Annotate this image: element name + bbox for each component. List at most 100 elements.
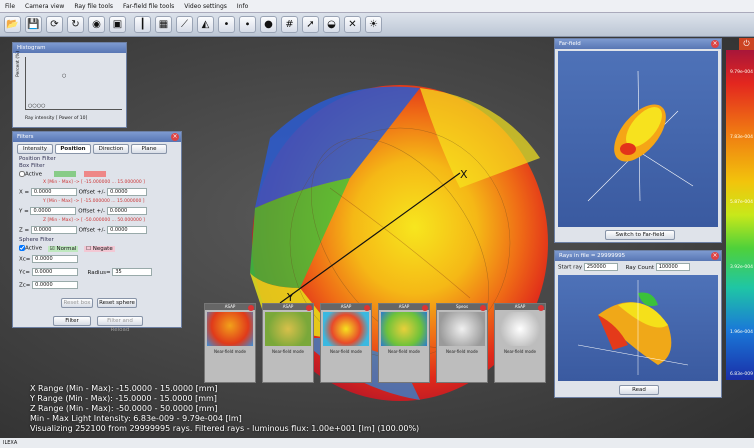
x-range-text: X [Min - Max] -> [ -15.000000 ... 15.000… (43, 180, 145, 185)
read-button[interactable]: Read (619, 385, 659, 395)
close-icon[interactable]: × (711, 252, 719, 260)
color-scale: 9.79e-004 7.83e-004 5.87e-004 3.92e-004 … (726, 50, 754, 380)
filter-icon[interactable]: ◭ (197, 16, 214, 33)
thumbnail[interactable]: ASAP Near-field mode (320, 303, 372, 383)
ray-count-label: Ray Count (625, 264, 654, 271)
reset-box-button[interactable]: Reset box (61, 298, 93, 308)
section-title: Position Filter (19, 156, 56, 162)
ray-count-field[interactable]: 100000 (655, 263, 690, 271)
rays-view[interactable] (558, 275, 718, 381)
x-offset-field[interactable]: 0.0000 (107, 188, 148, 196)
green-swatch[interactable] (53, 171, 76, 177)
histogram-ylabel: Percent (%) (16, 50, 21, 77)
close-icon[interactable]: × (171, 133, 179, 141)
menu-ray-file-tools[interactable]: Ray file tools (74, 2, 114, 10)
filter-button[interactable]: Filter (53, 316, 91, 326)
table-icon[interactable]: ▦ (155, 16, 172, 33)
open-icon[interactable]: 📂 (4, 16, 21, 33)
video-icon[interactable]: ▣ (109, 16, 126, 33)
pointer-icon[interactable]: ➚ (302, 16, 319, 33)
color-scale-label: 7.83e-004 (729, 135, 753, 140)
negate-label: Negate (92, 245, 113, 252)
farfield-panel: Far-field × Switch to Far-field (554, 38, 722, 243)
negate-option[interactable]: ☐ Negate (84, 245, 115, 252)
histogram-point: ○ (62, 73, 67, 79)
x-field[interactable]: 0.0000 (30, 188, 77, 196)
bulb-icon[interactable]: ☀ (365, 16, 382, 33)
y-field[interactable]: 0.0000 (30, 207, 77, 215)
rays-title: Rays in file = 29999995 × (555, 251, 721, 261)
menu-camera-view[interactable]: Camera view (25, 2, 65, 10)
thumbnail-title: ASAP (263, 304, 313, 310)
filters-title-text: Filters (17, 134, 34, 140)
menu-far-field-file-tools[interactable]: Far-field file tools (123, 2, 175, 10)
status-bar: ILEXA (0, 438, 754, 448)
yc-label: Yc= (19, 269, 30, 276)
camera-icon[interactable]: ◉ (88, 16, 105, 33)
box-active-label: Active (25, 171, 43, 178)
close-icon[interactable]: × (711, 40, 719, 48)
thumbnail[interactable]: ASAP Near-field mode (204, 303, 256, 383)
thumbnail[interactable]: Speos Near-field mode (436, 303, 488, 383)
thumbnail[interactable]: ASAP Near-field mode (494, 303, 546, 383)
tab-plane[interactable]: Plane (131, 144, 167, 154)
power-icon[interactable]: ⏻ (739, 38, 754, 50)
thumbnail[interactable]: ASAP Near-field mode (378, 303, 430, 383)
tab-direction[interactable]: Direction (93, 144, 129, 154)
start-ray-field[interactable]: 250000 (583, 263, 618, 271)
tab-intensity[interactable]: Intensity (17, 144, 53, 154)
close-icon[interactable] (248, 305, 254, 311)
yc-row: Yc= 0.0000 Radius= 35 (19, 268, 153, 276)
yc-field[interactable]: 0.0000 (31, 268, 78, 276)
grid-icon[interactable]: # (281, 16, 298, 33)
red-swatch[interactable] (83, 171, 106, 177)
save-icon[interactable]: 💾 (25, 16, 42, 33)
z-field[interactable]: 0.0000 (30, 226, 77, 234)
close-icon[interactable] (422, 305, 428, 311)
tools-icon[interactable]: ✕ (344, 16, 361, 33)
zc-label: Zc= (19, 282, 31, 289)
y-offset-field[interactable]: 0.0000 (106, 207, 147, 215)
offset-label: Offset +/- (78, 189, 106, 196)
chart-icon[interactable]: ⟋ (176, 16, 193, 33)
thumbnail-title: ASAP (495, 304, 545, 310)
histogram-plot: ○ ○○○○ (25, 57, 122, 110)
box-active-checkbox[interactable] (19, 171, 25, 177)
thumbnail-image (381, 312, 427, 346)
stats-line: Y Range (Min - Max): -15.0000 - 15.0000 … (30, 394, 217, 403)
tab-position[interactable]: Position (55, 144, 91, 154)
bowl-icon[interactable]: ◒ (323, 16, 340, 33)
filter-reload-button[interactable]: Filter and Reload (97, 316, 143, 333)
radius-field[interactable]: 35 (112, 268, 153, 276)
thumbnail-image (265, 312, 311, 346)
zc-field[interactable]: 0.0000 (32, 281, 79, 289)
switch-farfield-button[interactable]: Switch to Far-field (605, 230, 675, 240)
sphere-filter-title: Sphere Filter (19, 237, 54, 243)
z-range-text: Z [Min - Max] -> [ -50.000000 ... 50.000… (43, 218, 145, 223)
refresh-icon[interactable]: ⟳ (46, 16, 63, 33)
sphere-icon[interactable]: ● (260, 16, 277, 33)
farfield-title-text: Far-field (559, 41, 581, 47)
close-icon[interactable] (538, 305, 544, 311)
status-text: ILEXA (3, 440, 18, 446)
close-icon[interactable] (364, 305, 370, 311)
xc-field[interactable]: 0.0000 (32, 255, 79, 263)
menu-video-settings[interactable]: Video settings (184, 2, 227, 10)
normal-option[interactable]: ☑ Normal (47, 245, 79, 252)
sphere-active-checkbox[interactable] (19, 245, 25, 251)
thumbnail[interactable]: ASAP Near-field mode (262, 303, 314, 383)
zc-row: Zc= 0.0000 (19, 281, 79, 289)
z-offset-field[interactable]: 0.0000 (107, 226, 148, 234)
ruler-icon[interactable]: ┃ (134, 16, 151, 33)
point-icon[interactable]: • (218, 16, 235, 33)
rotate-icon[interactable]: ↻ (67, 16, 84, 33)
x-label: X = (19, 189, 30, 196)
close-icon[interactable] (306, 305, 312, 311)
menu-info[interactable]: Info (236, 2, 249, 10)
point-icon[interactable]: ∙ (239, 16, 256, 33)
farfield-view[interactable] (558, 51, 718, 227)
close-icon[interactable] (480, 305, 486, 311)
menu-file[interactable]: File (5, 2, 16, 10)
reset-sphere-button[interactable]: Reset sphere (97, 298, 137, 308)
filters-panel: Filters × Intensity Position Direction Pl… (12, 131, 182, 333)
